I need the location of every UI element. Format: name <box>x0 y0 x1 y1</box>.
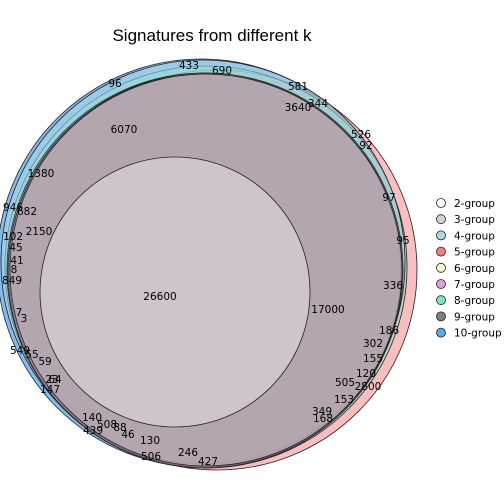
region-label: 427 <box>198 456 218 468</box>
chart-title: Signatures from different k <box>112 26 312 45</box>
region-label: 130 <box>140 435 160 447</box>
region-label: 26600 <box>143 291 176 303</box>
region-label: 64 <box>48 374 62 386</box>
region-label: 153 <box>334 394 354 406</box>
region-label: 505 <box>335 377 355 389</box>
legend-label-4-group: 4-group <box>454 230 495 242</box>
legend-label-5-group: 5-group <box>454 247 495 259</box>
region-label: 186 <box>379 325 399 337</box>
region-label: 526 <box>351 129 371 141</box>
region-label: 59 <box>38 356 51 368</box>
legend-swatch-2-group <box>436 198 446 208</box>
region-label: 3640 <box>285 102 312 114</box>
region-label: 506 <box>141 451 161 463</box>
region-label: 349 <box>312 406 332 418</box>
legend-label-9-group: 9-group <box>454 311 495 323</box>
legend-label-10-group: 10-group <box>454 328 502 340</box>
region-label: 97 <box>382 192 395 204</box>
region-label: 23 <box>45 374 58 386</box>
region-label: 302 <box>363 338 383 350</box>
region-label: 55 <box>25 349 38 361</box>
region-label: 849 <box>2 275 22 287</box>
region-label: 344 <box>308 98 328 110</box>
region-label: 439 <box>83 425 103 437</box>
legend-swatch-10-group <box>436 327 446 338</box>
region-label: 508 <box>97 419 117 431</box>
region-label: 17000 <box>311 304 344 316</box>
legend-swatch-6-group <box>436 262 446 273</box>
region-label: 95 <box>396 235 409 247</box>
region-label: 41 <box>10 255 23 267</box>
region-label: 6070 <box>111 124 138 136</box>
region-label: 690 <box>212 65 232 77</box>
legend-label-3-group: 3-group <box>454 214 495 226</box>
region-label: 581 <box>288 81 308 93</box>
legend-swatch-3-group <box>436 214 446 225</box>
legend-label-6-group: 6-group <box>454 263 495 275</box>
region-label: 102 <box>3 231 23 243</box>
legend-label-2-group: 2-group <box>454 198 495 210</box>
region-label: 120 <box>356 368 376 380</box>
region-label: 140 <box>82 412 102 424</box>
region-label: 2150 <box>26 226 53 238</box>
legend: 2-group 3-group 4-group 5-group 6-group 7-gro… <box>436 198 502 340</box>
region-label: 8 <box>11 264 18 276</box>
region-label: 7 <box>16 307 23 319</box>
region-label: 946 <box>3 202 23 214</box>
region-label: 3 <box>21 313 28 325</box>
region-label: 147 <box>40 384 60 396</box>
region-label: 88 <box>113 422 126 434</box>
region-label: 336 <box>383 280 403 292</box>
region-label: 96 <box>108 78 122 90</box>
region-label: 549 <box>10 345 30 357</box>
region-label: 246 <box>178 447 198 459</box>
region-label: 46 <box>121 429 135 441</box>
legend-swatch-8-group <box>436 295 446 306</box>
venn-circle-6-group <box>8 72 404 468</box>
region-label: 433 <box>179 60 199 72</box>
region-label: 155 <box>363 353 383 365</box>
venn-circle-2-group <box>39 156 311 428</box>
legend-swatch-7-group <box>436 279 446 289</box>
region-label: 92 <box>359 140 372 152</box>
venn-circle-9-group <box>9 73 403 467</box>
region-label: 168 <box>313 413 333 425</box>
region-label: 1380 <box>28 168 55 180</box>
legend-swatch-9-group <box>436 311 446 322</box>
legend-label-7-group: 7-group <box>454 279 495 291</box>
region-label: 45 <box>9 242 22 254</box>
legend-swatch-4-group <box>436 230 446 241</box>
region-label: 682 <box>17 206 37 218</box>
region-label: 2800 <box>355 381 382 393</box>
legend-label-8-group: 8-group <box>454 295 495 307</box>
legend-swatch-5-group <box>436 246 446 257</box>
venn-circles <box>0 58 418 471</box>
